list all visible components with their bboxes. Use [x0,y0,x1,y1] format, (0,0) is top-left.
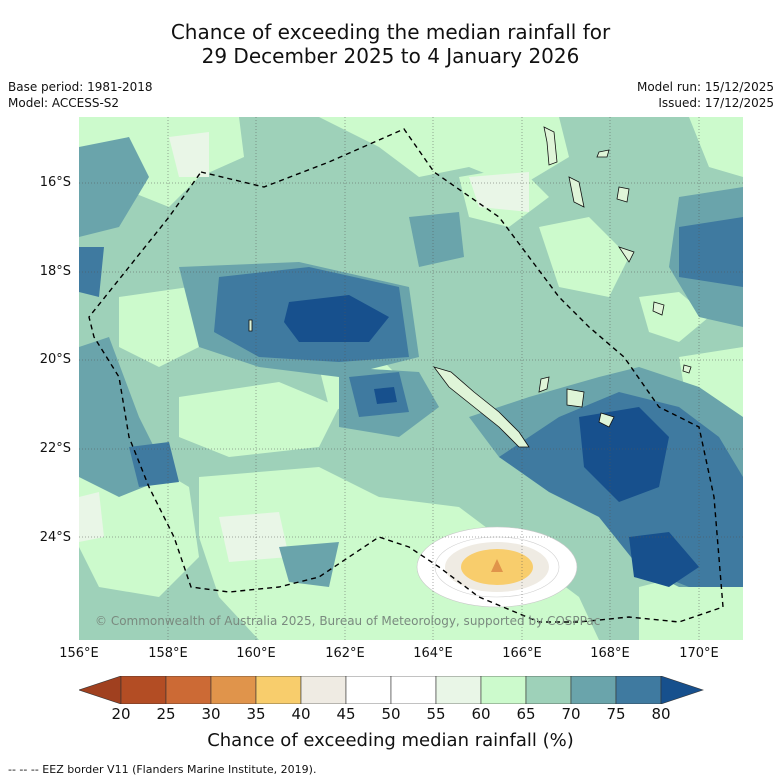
lon-label: 164°E [413,646,453,661]
graticule [79,117,743,640]
colorbar-segment [120,676,167,704]
colorbar-extend-low [79,676,122,704]
base-period-text: Base period: 1981-2018 [8,80,153,94]
colorbar-tick: 25 [156,705,176,723]
lon-label: 170°E [679,646,719,661]
colorbar-tick: 45 [336,705,356,723]
lat-label: 18°S [39,264,71,279]
lat-label: 16°S [39,175,71,190]
colorbar-segment [615,676,662,704]
colorbar-segment [480,676,527,704]
colorbar-segment [345,676,392,704]
lat-label: 22°S [39,441,71,456]
lon-label: 158°E [148,646,188,661]
lon-label: 162°E [325,646,365,661]
map-title-line2: 29 December 2025 to 4 January 2026 [201,44,580,68]
rainfall-map [79,117,743,640]
colorbar-segment [210,676,257,704]
colorbar-tick: 20 [111,705,131,723]
eez-legend-note: -- -- -- EEZ border V11 (Flanders Marine… [8,763,317,776]
colorbar-segment [435,676,482,704]
colorbar-title: Chance of exceeding median rainfall (%) [207,730,574,751]
colorbar-tick: 50 [381,705,401,723]
model-run-text: Model run: 15/12/2025 [636,80,774,94]
colorbar-tick: 70 [561,705,581,723]
lon-label: 168°E [590,646,630,661]
map-title-line1: Chance of exceeding the median rainfall … [170,20,611,44]
lat-label: 24°S [39,530,71,545]
colorbar-tick: 60 [471,705,491,723]
colorbar-segment [390,676,437,704]
colorbar-tick: 65 [516,705,536,723]
colorbar-extend-high [660,676,704,704]
issued-text: Issued: 17/12/2025 [658,96,774,110]
colorbar-tick: 40 [291,705,311,723]
colorbar-segment [570,676,617,704]
copyright-text: © Commonwealth of Australia 2025, Bureau… [95,614,601,628]
colorbar-segment [255,676,302,704]
eez-border [88,128,724,623]
lat-label: 20°S [39,352,71,367]
colorbar-tick: 75 [606,705,626,723]
lon-label: 156°E [59,646,99,661]
dark-blue-zones [284,295,699,587]
colorbar-tick: 80 [651,705,671,723]
colorbar-segment [525,676,572,704]
dry-anomaly [416,526,578,608]
land-outlines [248,126,692,448]
colorbar-tick: 55 [426,705,446,723]
colorbar-segment [165,676,212,704]
lon-label: 160°E [236,646,276,661]
model-text: Model: ACCESS-S2 [8,96,120,110]
colorbar-segment [300,676,347,704]
pale-green-zones [79,132,529,562]
lon-label: 166°E [502,646,542,661]
new-caledonia-outline [432,366,530,448]
colorbar [79,676,704,704]
colorbar-tick: 35 [246,705,266,723]
colorbar-tick: 30 [201,705,221,723]
